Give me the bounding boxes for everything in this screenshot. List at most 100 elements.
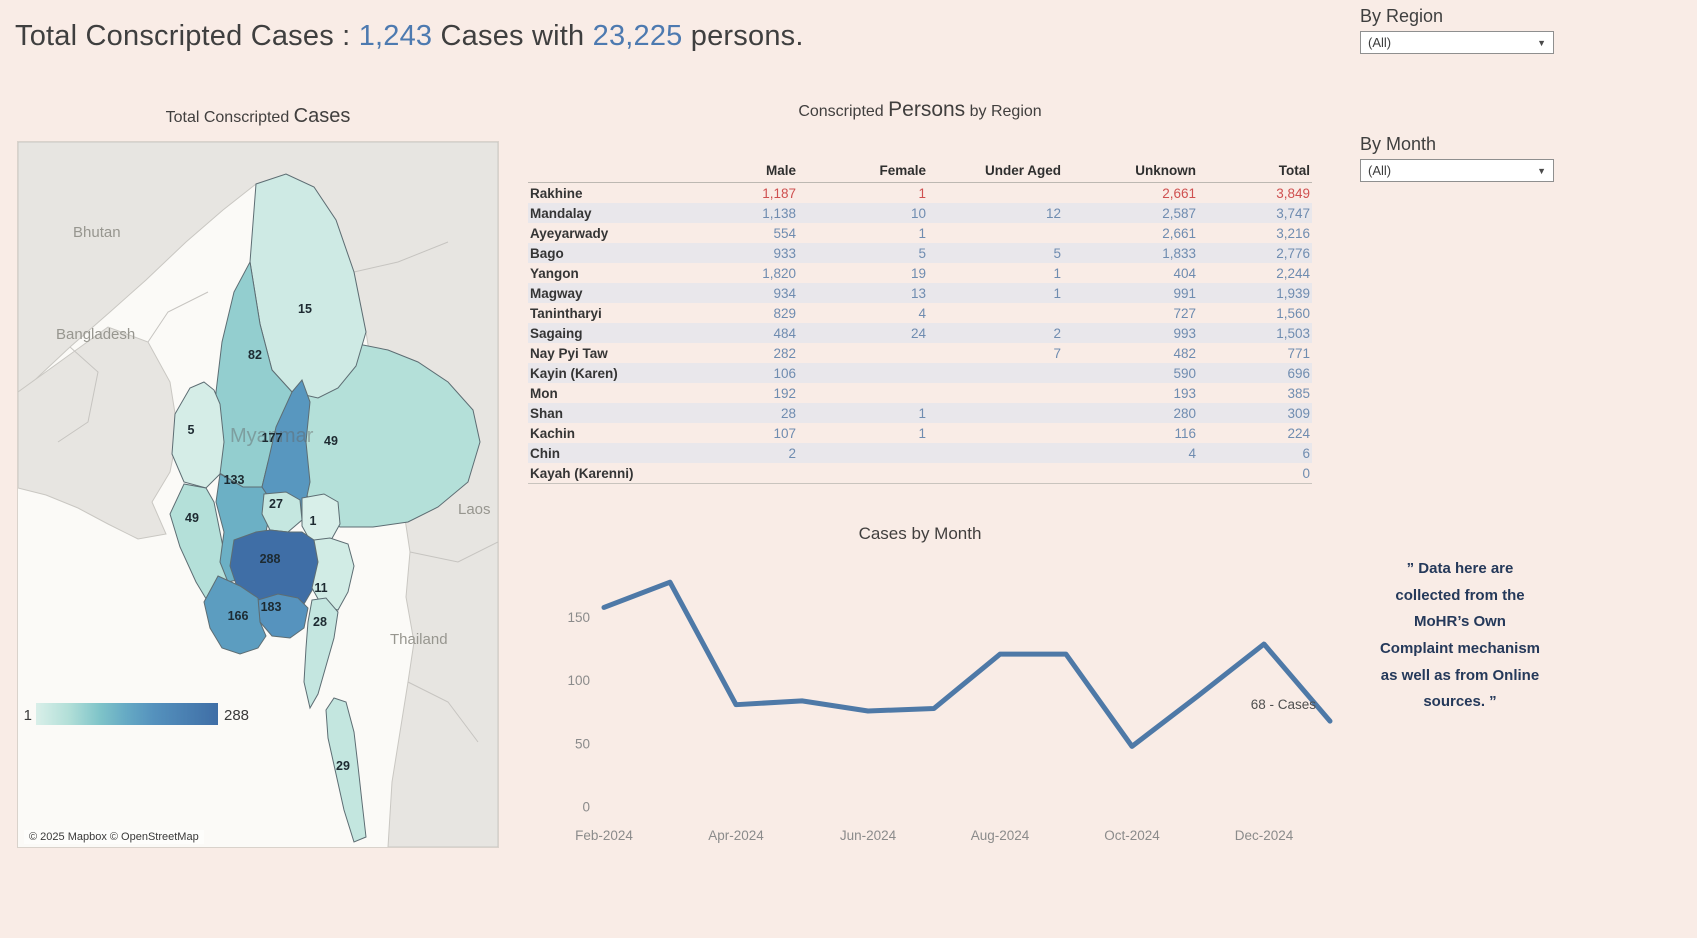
cell-unknown: 4 [1188,445,1196,461]
cell-region: Mandalay [530,205,592,221]
filter-region-dropdown[interactable]: (All) ▼ [1360,31,1554,54]
cell-total: 2,776 [1276,245,1310,261]
cell-total: 1,939 [1276,285,1310,301]
cell-female [798,463,928,484]
table-row[interactable]: Shan 28 1 280 309 [528,403,1312,423]
legend-min-label: 1 [24,707,32,724]
map-region-kayin[interactable] [311,537,355,611]
map-region-ayeyarwady[interactable] [203,575,267,655]
table-row[interactable]: Kachin 107 1 116 224 [528,423,1312,443]
table-title-prefix: Conscripted [798,103,889,120]
table-panel-title: Conscripted Persons by Region [528,98,1312,122]
country-borders [57,241,498,743]
table-row[interactable]: Kayah (Karenni) 0 [528,463,1312,484]
table-row[interactable]: Mon 192 193 385 [528,383,1312,403]
map-legend: 1 288 [24,703,249,725]
cell-male: 2 [788,445,796,461]
cell-region: Kayin (Karen) [530,365,618,381]
y-axis-tick: 0 [582,800,590,815]
cell-region: Tanintharyi [530,305,602,321]
map-region-mon[interactable] [303,597,339,710]
col-header-total: Total [1198,160,1312,183]
map-region-chin[interactable] [171,381,225,489]
title-metric: 1,243 [358,20,433,52]
cell-region: Chin [530,445,560,461]
map-value-magway: 133 [224,473,245,487]
cell-total: 771 [1287,345,1310,361]
map-value-rakhine: 49 [185,511,199,525]
cell-unknown: 404 [1173,265,1196,281]
table-row[interactable]: Ayeyarwady 554 1 2,661 3,216 [528,223,1312,243]
map-value-ayeyarwady: 166 [228,609,249,623]
filter-region-value: (All) [1368,35,1392,50]
x-axis-tick: Apr-2024 [708,828,764,843]
cell-male [700,463,798,484]
cell-region: Kachin [530,425,576,441]
table-row[interactable]: Magway 934 13 1 991 1,939 [528,283,1312,303]
cell-female: 1 [918,185,926,201]
cell-total: 3,216 [1276,225,1310,241]
cell-under: 12 [1045,205,1061,221]
cell-unknown: 991 [1173,285,1196,301]
cell-female [798,383,928,403]
col-header-under-aged: Under Aged [928,160,1063,183]
cell-region: Nay Pyi Taw [530,345,608,361]
legend-max-label: 288 [224,707,249,724]
cell-under [928,383,1063,403]
table-row[interactable]: Rakhine 1,187 1 2,661 3,849 [528,183,1312,204]
cases-by-month-chart[interactable]: 0 50 100 150 Feb-2024 Apr-2024 Jun-2024 Aug-202… [548,552,1398,852]
myanmar-map-svg[interactable]: Bhutan Bangladesh Myanmar Laos Thailand … [18,142,498,847]
cell-region: Magway [530,285,583,301]
table-row[interactable]: Sagaing 484 24 2 993 1,503 [528,323,1312,343]
cell-total: 696 [1287,365,1310,381]
map-value-chin: 5 [188,423,195,437]
table-row[interactable]: Nay Pyi Taw 282 7 482 771 [528,343,1312,363]
cell-unknown: 1,833 [1162,245,1196,261]
cell-male: 106 [773,365,796,381]
cell-under [928,443,1063,463]
cell-male: 829 [773,305,796,321]
cell-under [928,183,1063,204]
cell-under [928,423,1063,443]
filter-month-dropdown[interactable]: (All) ▼ [1360,159,1554,182]
table-row[interactable]: Chin 2 4 6 [528,443,1312,463]
cell-region: Shan [530,405,564,421]
map-value-shan: 49 [324,434,338,448]
label-laos: Laos [458,501,491,518]
table-row[interactable]: Mandalay 1,138 10 12 2,587 3,747 [528,203,1312,223]
map-region-tanintharyi[interactable] [325,697,367,843]
map-value-bago: 288 [260,552,281,566]
cell-female: 1 [918,225,926,241]
cell-female: 24 [910,325,926,341]
cell-unknown: 2,661 [1162,185,1196,201]
map-region-yangon[interactable] [257,593,309,639]
table-row[interactable]: Bago 933 5 5 1,833 2,776 [528,243,1312,263]
cell-under: 1 [1053,285,1061,301]
table-row[interactable]: Kayin (Karen) 106 590 696 [528,363,1312,383]
map-value-kayah: 1 [310,514,317,528]
map-value-kachin: 15 [298,302,312,316]
cell-unknown: 193 [1173,385,1196,401]
cell-total: 3,849 [1276,185,1310,201]
chevron-down-icon: ▼ [1537,165,1546,176]
cell-total: 3,747 [1276,205,1310,221]
cell-male: 934 [773,285,796,301]
map-attribution[interactable]: © 2025 Mapbox © OpenStreetMap [24,830,204,844]
label-bangladesh: Bangladesh [56,326,135,343]
cell-female: 1 [918,405,926,421]
choropleth-map[interactable]: Bhutan Bangladesh Myanmar Laos Thailand … [17,141,499,848]
table-header-row: Male Female Under Aged Unknown Total [528,160,1312,183]
map-title-big: Cases [293,105,351,127]
cases-line-series[interactable] [601,579,1333,749]
table-row[interactable]: Yangon 1,820 19 1 404 2,244 [528,263,1312,283]
map-region-kayah[interactable] [301,493,341,545]
cell-female: 5 [918,245,926,261]
map-panel-title: Total Conscripted Cases [17,105,499,128]
table-row[interactable]: Tanintharyi 829 4 727 1,560 [528,303,1312,323]
cell-under: 2 [1053,325,1061,341]
cell-region: Sagaing [530,325,583,341]
cell-total: 0 [1198,463,1312,484]
map-region-naypyitaw[interactable] [261,491,303,533]
title-text: Total Conscripted Cases : [15,20,359,52]
